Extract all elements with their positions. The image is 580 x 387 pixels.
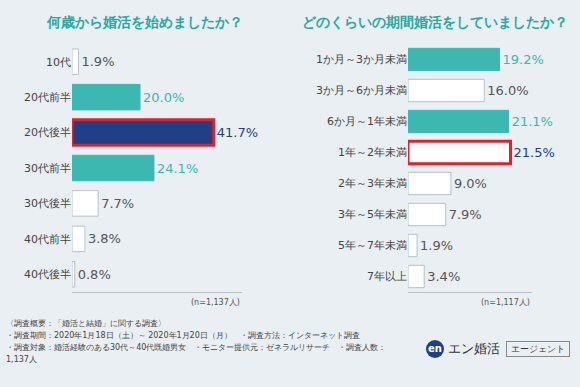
svg-text:1.9%: 1.9%: [420, 238, 453, 253]
svg-text:41.7%: 41.7%: [217, 125, 258, 140]
svg-text:30代前半: 30代前半: [24, 162, 71, 175]
svg-text:20代前半: 20代前半: [24, 91, 71, 104]
html-text:・調査期間：2020年1月18日（土）～ 2020年1月20: ・調査期間：2020年1月18日（土）～ 2020年1月20日（月） ・調査方法…: [6, 331, 360, 340]
svg-text:10代: 10代: [46, 56, 71, 69]
svg-text:9.0%: 9.0%: [454, 176, 487, 191]
html-text:エン婚活: エン婚活: [448, 341, 500, 356]
html-text:エージェント: エージェント: [511, 344, 565, 354]
svg-text:20代後半: 20代後半: [24, 126, 71, 139]
svg-text:3か月～6か月未満: 3か月～6か月未満: [316, 84, 407, 97]
svg-text:7.7%: 7.7%: [101, 196, 134, 211]
svg-text:30代後半: 30代後半: [24, 197, 71, 210]
svg-text:5年～7年未満: 5年～7年未満: [338, 239, 407, 252]
svg-text:1.9%: 1.9%: [81, 54, 114, 69]
svg-text:19.2%: 19.2%: [503, 52, 544, 67]
svg-text:3年～5年未満: 3年～5年未満: [338, 208, 407, 221]
svg-text:7.9%: 7.9%: [449, 207, 482, 222]
svg-text:6か月～1年未満: 6か月～1年未満: [327, 115, 407, 128]
svg-text:20.0%: 20.0%: [143, 90, 184, 105]
svg-text:40代前半: 40代前半: [24, 233, 71, 246]
svg-text:0.8%: 0.8%: [78, 267, 111, 282]
html-text:〈調査概要：「婚活と結婚」に関する調査〉: 〈調査概要：「婚活と結婚」に関する調査〉: [6, 319, 166, 328]
svg-text:7年以上: 7年以上: [367, 270, 407, 283]
svg-text:2年～3年未満: 2年～3年未満: [338, 177, 407, 190]
html-text:何歳から婚活を始めましたか？: 何歳から婚活を始めましたか？: [47, 13, 243, 30]
svg-text:(n=1,137人): (n=1,137人): [191, 298, 240, 307]
svg-text:3.8%: 3.8%: [88, 231, 121, 246]
svg-text:1か月～3か月未満: 1か月～3か月未満: [316, 53, 407, 66]
svg-text:16.0%: 16.0%: [487, 83, 528, 98]
html-text:en: en: [428, 343, 442, 354]
svg-text:(n=1,117人): (n=1,117人): [481, 298, 530, 307]
svg-text:1年～2年未満: 1年～2年未満: [338, 146, 407, 159]
html-text:・調査対象：婚活経験のある30代～40代既婚男女 ・モニター: ・調査対象：婚活経験のある30代～40代既婚男女 ・モニター提供元：ゼネラルリサ…: [6, 343, 387, 364]
svg-text:3.4%: 3.4%: [427, 269, 460, 284]
svg-text:40代後半: 40代後半: [24, 268, 71, 281]
html-text:どのくらいの期間婚活をしていましたか？: どのくらいの期間婚活をしていましたか？: [302, 13, 568, 30]
svg-text:24.1%: 24.1%: [157, 161, 198, 176]
svg-text:21.5%: 21.5%: [514, 145, 555, 160]
svg-text:21.1%: 21.1%: [512, 114, 553, 129]
